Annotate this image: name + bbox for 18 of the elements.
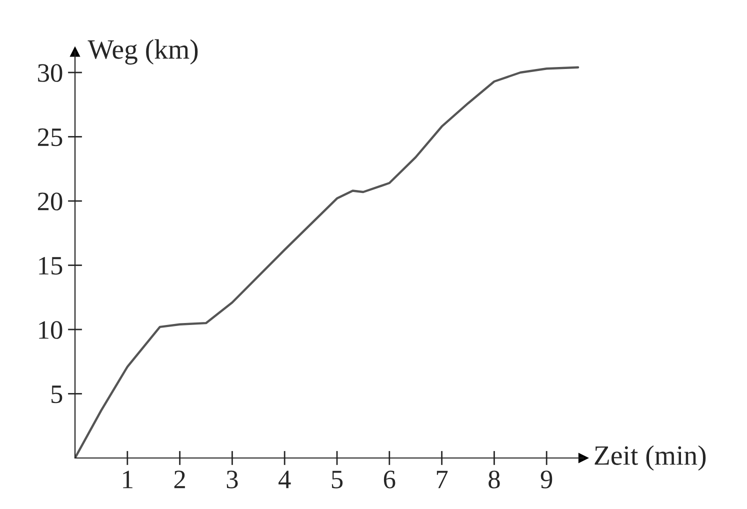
x-tick-label: 7 <box>436 470 448 488</box>
x-axis-title: Zeit (min) <box>594 445 706 471</box>
x-tick-label: 6 <box>384 470 396 488</box>
x-tick-label: 2 <box>174 470 185 488</box>
y-tick-label: 30 <box>38 64 62 82</box>
y-axis-title: Weg (km) <box>88 39 198 65</box>
x-tick-label: 3 <box>226 470 238 488</box>
y-tick-label: 10 <box>39 321 62 339</box>
y-tick-label: 15 <box>39 256 62 275</box>
y-tick-label: 25 <box>38 128 62 146</box>
y-tick-label: 5 <box>52 386 62 404</box>
x-tick-label: 9 <box>540 470 552 488</box>
line-series <box>75 66 580 458</box>
x-tick-label: 8 <box>488 470 500 488</box>
x-tick-label: 5 <box>332 470 343 488</box>
y-tick-label: 20 <box>38 192 62 210</box>
x-tick-label: 4 <box>278 470 291 488</box>
x-tick-label: 1 <box>123 470 132 488</box>
